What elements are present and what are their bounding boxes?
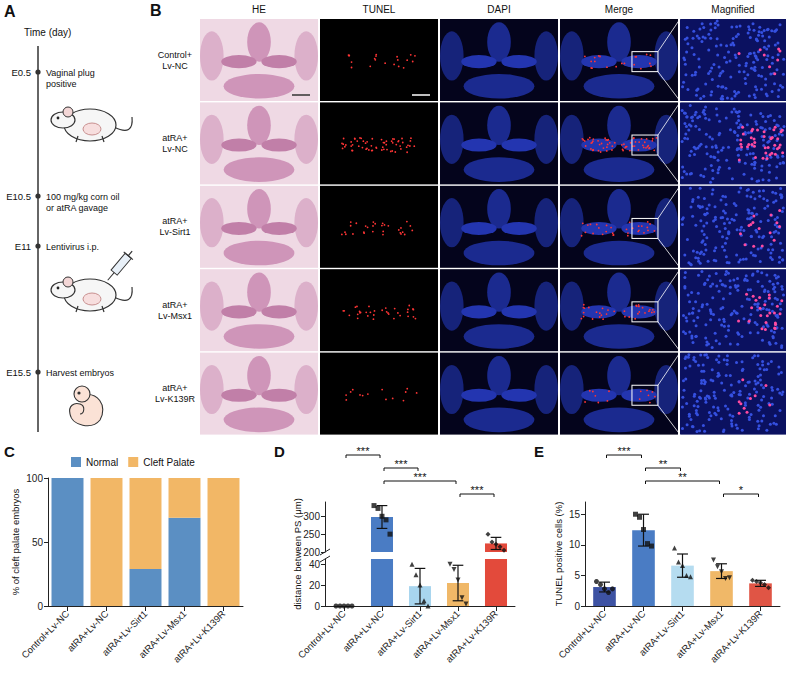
svg-text:atRA+: atRA+ xyxy=(162,383,187,393)
svg-text:Control+Lv-NC: Control+Lv-NC xyxy=(19,608,71,660)
svg-text:C: C xyxy=(4,443,15,460)
svg-text:Merge: Merge xyxy=(605,4,634,15)
svg-text:Control+Lv-NC: Control+Lv-NC xyxy=(556,608,608,660)
svg-text:***: *** xyxy=(357,445,371,457)
svg-text:E: E xyxy=(534,443,544,460)
svg-text:0: 0 xyxy=(314,601,320,612)
svg-text:atRA+Lv-Sirt1: atRA+Lv-Sirt1 xyxy=(99,608,150,658)
svg-text:50: 50 xyxy=(32,537,44,548)
svg-text:TUNEL positive cells (%): TUNEL positive cells (%) xyxy=(553,502,564,607)
svg-text:200: 200 xyxy=(303,547,320,558)
svg-text:250: 250 xyxy=(303,529,320,540)
svg-text:100: 100 xyxy=(26,473,43,484)
svg-text:Control+Lv-NC: Control+Lv-NC xyxy=(296,608,348,660)
svg-text:300: 300 xyxy=(303,511,320,522)
svg-text:E0.5: E0.5 xyxy=(11,67,31,78)
svg-text:atRA+: atRA+ xyxy=(162,300,187,310)
svg-text:atRA+Lv-NC: atRA+Lv-NC xyxy=(64,608,111,654)
svg-text:*: * xyxy=(739,484,744,496)
svg-text:15: 15 xyxy=(569,509,581,520)
svg-text:Normal: Normal xyxy=(86,457,118,468)
svg-text:atRA+Lv-Sirt1: atRA+Lv-Sirt1 xyxy=(374,608,424,658)
svg-text:Magnified: Magnified xyxy=(711,4,754,15)
svg-text:0: 0 xyxy=(574,601,580,612)
svg-text:Vaginal plug: Vaginal plug xyxy=(46,68,95,78)
svg-text:atRA+Lv-K139R: atRA+Lv-K139R xyxy=(171,608,228,665)
svg-text:D: D xyxy=(274,443,285,460)
svg-text:100 mg/kg corn oil: 100 mg/kg corn oil xyxy=(46,192,120,202)
svg-text:***: *** xyxy=(618,445,632,457)
svg-text:distance between PS (μm): distance between PS (μm) xyxy=(292,498,303,610)
svg-text:Lv-NC: Lv-NC xyxy=(162,61,188,71)
svg-text:positive: positive xyxy=(46,79,77,89)
svg-text:atRA+: atRA+ xyxy=(162,133,187,143)
svg-text:atRA+Lv-Msx1: atRA+Lv-Msx1 xyxy=(673,608,726,661)
svg-text:atRA+Lv-NC: atRA+Lv-NC xyxy=(340,608,386,654)
svg-text:***: *** xyxy=(414,471,428,483)
svg-text:**: ** xyxy=(659,458,668,470)
svg-text:20: 20 xyxy=(309,580,321,591)
svg-text:HE: HE xyxy=(252,4,266,15)
svg-text:% of cleft palate embryos: % of cleft palate embryos xyxy=(10,488,21,595)
svg-text:atRA+: atRA+ xyxy=(162,216,187,226)
svg-text:**: ** xyxy=(678,471,687,483)
svg-text:Lv-NC: Lv-NC xyxy=(162,144,188,154)
svg-text:Control+: Control+ xyxy=(158,50,192,60)
svg-text:atRA+Lv-Sirt1: atRA+Lv-Sirt1 xyxy=(636,608,687,658)
svg-text:DAPI: DAPI xyxy=(487,4,510,15)
svg-text:Time (day): Time (day) xyxy=(24,27,71,38)
svg-text:Lv-Msx1: Lv-Msx1 xyxy=(158,311,192,321)
svg-text:40: 40 xyxy=(309,559,321,570)
svg-text:10: 10 xyxy=(569,539,581,550)
svg-text:Lv-Sirt1: Lv-Sirt1 xyxy=(159,227,190,237)
svg-text:atRA+Lv-Msx1: atRA+Lv-Msx1 xyxy=(409,608,462,661)
svg-text:atRA+Lv-K139R: atRA+Lv-K139R xyxy=(708,608,765,665)
svg-text:atRA+Lv-NC: atRA+Lv-NC xyxy=(601,608,648,654)
svg-text:TUNEL: TUNEL xyxy=(363,4,396,15)
svg-text:B: B xyxy=(150,2,162,19)
svg-text:E11: E11 xyxy=(15,241,31,252)
svg-text:5: 5 xyxy=(574,570,580,581)
svg-text:E15.5: E15.5 xyxy=(6,367,31,378)
svg-text:Lv-K139R: Lv-K139R xyxy=(155,394,196,404)
svg-text:A: A xyxy=(4,3,16,20)
svg-text:atRA+Lv-Msx1: atRA+Lv-Msx1 xyxy=(136,608,189,661)
svg-text:Lentivirus i.p.: Lentivirus i.p. xyxy=(46,242,99,252)
svg-text:Harvest embryos: Harvest embryos xyxy=(46,368,115,378)
svg-text:0: 0 xyxy=(37,601,43,612)
svg-text:atRA+Lv-K139R: atRA+Lv-K139R xyxy=(443,608,500,665)
svg-text:***: *** xyxy=(471,484,485,496)
svg-text:***: *** xyxy=(395,458,409,470)
svg-text:or atRA gavage: or atRA gavage xyxy=(46,203,108,213)
svg-text:Cleft Palate: Cleft Palate xyxy=(143,457,195,468)
svg-text:E10.5: E10.5 xyxy=(6,191,31,202)
